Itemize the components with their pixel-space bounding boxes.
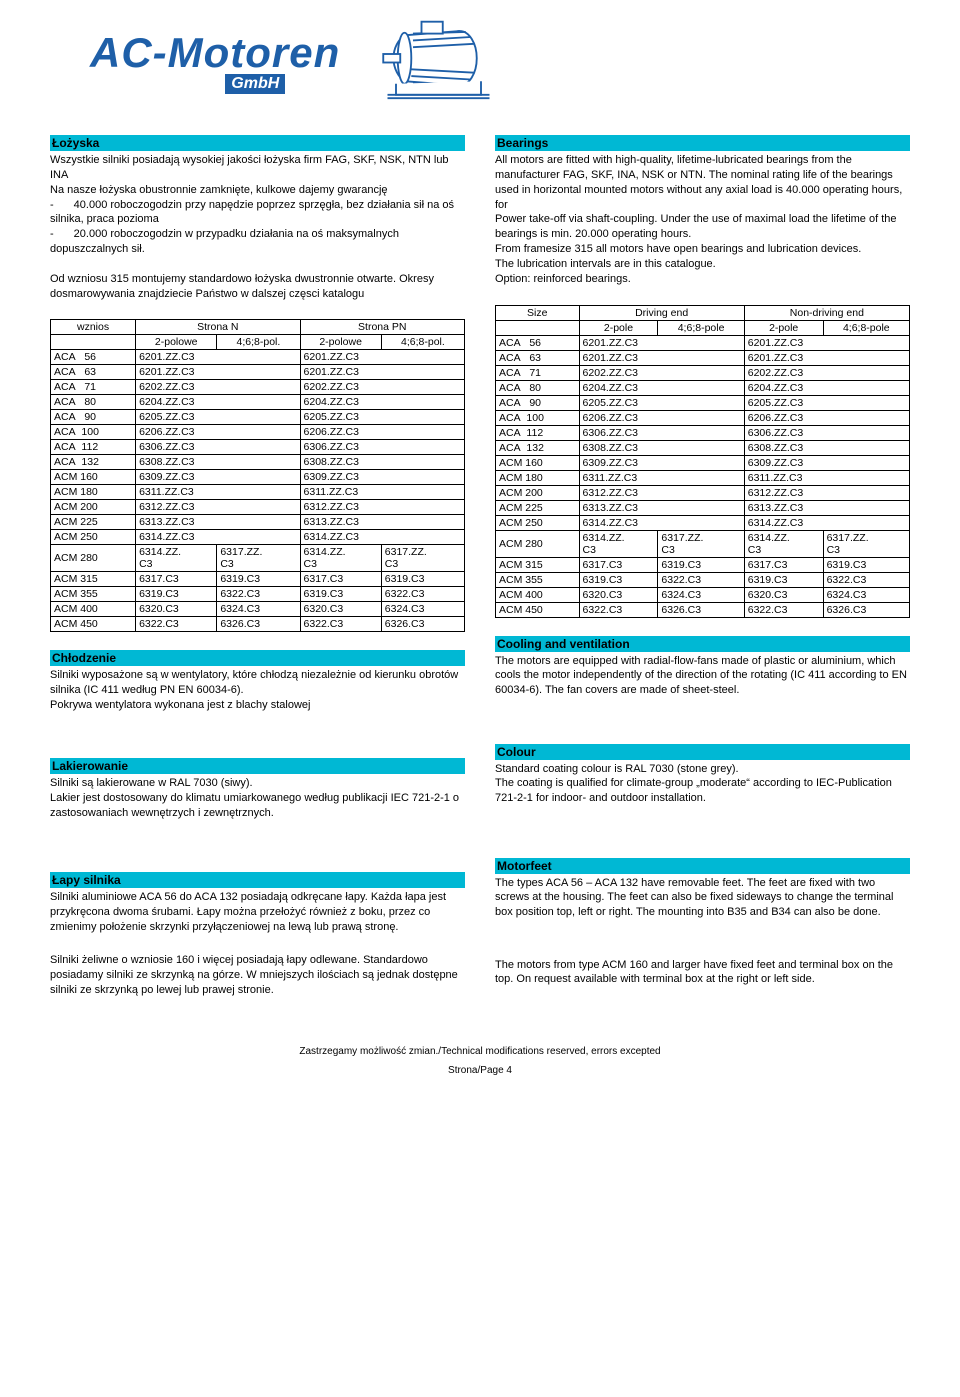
heading-bearings-pl: Łożyska: [50, 135, 465, 151]
table-row: ACA 716202.ZZ.C36202.ZZ.C3: [51, 380, 465, 395]
body-feet2-pl: Silniki żeliwne o wzniosie 160 i więcej …: [50, 953, 465, 998]
table-row: ACM 2256313.ZZ.C36313.ZZ.C3: [496, 500, 910, 515]
table-row: ACA 636201.ZZ.C36201.ZZ.C3: [496, 350, 910, 365]
table-row: ACM 2806314.ZZ.C36317.ZZ.C36314.ZZ.C3631…: [51, 545, 465, 572]
heading-paint-pl: Lakierowanie: [50, 758, 465, 774]
body-feet2-en: The motors from type ACM 160 and larger …: [495, 958, 910, 988]
table-row: ACM 2006312.ZZ.C36312.ZZ.C3: [51, 500, 465, 515]
table-bearings-en: Size Driving end Non-driving end 2-pole …: [495, 305, 910, 618]
table-row: ACM 2806314.ZZ.C36317.ZZ.C36314.ZZ.C3631…: [496, 530, 910, 557]
footer: Zastrzegamy możliwość zmian./Technical m…: [50, 1046, 910, 1076]
motor-icon: [370, 20, 490, 105]
table-row: ACM 1806311.ZZ.C36311.ZZ.C3: [51, 485, 465, 500]
heading-cooling-pl: Chłodzenie: [50, 650, 465, 666]
table-row: ACM 4006320.C36324.C36320.C36324.C3: [496, 587, 910, 602]
heading-feet-pl: Łapy silnika: [50, 872, 465, 888]
body-paint-pl: Silniki są lakierowane w RAL 7030 (siwy)…: [50, 776, 465, 854]
table-row: ACM 4506322.C36326.C36322.C36326.C3: [496, 602, 910, 617]
table-row: ACA 1126306.ZZ.C36306.ZZ.C3: [496, 425, 910, 440]
heading-feet-en: Motorfeet: [495, 858, 910, 874]
table-row: ACA 1326308.ZZ.C36308.ZZ.C3: [51, 455, 465, 470]
table-row: ACM 2506314.ZZ.C36314.ZZ.C3: [496, 515, 910, 530]
table-row: ACM 3556319.C36322.C36319.C36322.C3: [51, 587, 465, 602]
footer-page: Strona/Page 4: [50, 1065, 910, 1076]
table-row: ACA 806204.ZZ.C36204.ZZ.C3: [496, 380, 910, 395]
table-row: ACM 1606309.ZZ.C36309.ZZ.C3: [496, 455, 910, 470]
body-cooling-en: The motors are equipped with radial-flow…: [495, 654, 910, 726]
table-row: ACA 1006206.ZZ.C36206.ZZ.C3: [51, 425, 465, 440]
table-row: ACM 1606309.ZZ.C36309.ZZ.C3: [51, 470, 465, 485]
body-feet-pl: Silniki aluminiowe ACA 56 do ACA 132 pos…: [50, 890, 465, 935]
table-row: ACA 806204.ZZ.C36204.ZZ.C3: [51, 395, 465, 410]
body-paint-en: Standard coating colour is RAL 7030 (sto…: [495, 762, 910, 840]
table-row: ACA 566201.ZZ.C36201.ZZ.C3: [51, 350, 465, 365]
left-column: Łożyska Wszystkie silniki posiadają wyso…: [50, 135, 465, 1016]
header: AC-Motoren GmbH: [50, 20, 910, 105]
table-row: ACM 3156317.C36319.C36317.C36319.C3: [496, 557, 910, 572]
table-row: ACA 716202.ZZ.C36202.ZZ.C3: [496, 365, 910, 380]
table-row: ACM 2256313.ZZ.C36313.ZZ.C3: [51, 515, 465, 530]
table-row: ACA 1006206.ZZ.C36206.ZZ.C3: [496, 410, 910, 425]
heading-cooling-en: Cooling and ventilation: [495, 636, 910, 652]
table-row: ACA 566201.ZZ.C36201.ZZ.C3: [496, 335, 910, 350]
table-row: ACA 636201.ZZ.C36201.ZZ.C3: [51, 365, 465, 380]
logo-sub: GmbH: [225, 74, 285, 94]
th-driving: Strona N: [136, 320, 300, 335]
body-feet-en: The types ACA 56 – ACA 132 have removabl…: [495, 876, 910, 940]
table-row: ACM 4506322.C36326.C36322.C36326.C3: [51, 617, 465, 632]
table-row: ACM 3556319.C36322.C36319.C36322.C3: [496, 572, 910, 587]
table-row: ACA 1326308.ZZ.C36308.ZZ.C3: [496, 440, 910, 455]
body-bearings-en: All motors are fitted with high-quality,…: [495, 153, 910, 287]
body-bearings-pl: Wszystkie silniki posiadają wysokiej jak…: [50, 153, 465, 301]
footer-disclaimer: Zastrzegamy możliwość zmian./Technical m…: [50, 1046, 910, 1057]
table-row: ACA 906205.ZZ.C36205.ZZ.C3: [51, 410, 465, 425]
table-row: ACM 3156317.C36319.C36317.C36319.C3: [51, 572, 465, 587]
table-bearings-pl: wznios Strona N Strona PN 2-polowe 4;6;8…: [50, 319, 465, 632]
table-row: ACM 2506314.ZZ.C36314.ZZ.C3: [51, 530, 465, 545]
right-column: Bearings All motors are fitted with high…: [495, 135, 910, 1016]
heading-paint-en: Colour: [495, 744, 910, 760]
table-row: ACA 1126306.ZZ.C36306.ZZ.C3: [51, 440, 465, 455]
heading-bearings-en: Bearings: [495, 135, 910, 151]
th-nondriving: Strona PN: [300, 320, 464, 335]
logo-main: AC-Motoren: [90, 32, 340, 74]
body-cooling-pl: Silniki wyposażone są w wentylatory, któ…: [50, 668, 465, 740]
th-size: wznios: [51, 320, 136, 335]
logo: AC-Motoren GmbH: [90, 32, 340, 94]
table-row: ACM 2006312.ZZ.C36312.ZZ.C3: [496, 485, 910, 500]
table-row: ACA 906205.ZZ.C36205.ZZ.C3: [496, 395, 910, 410]
table-row: ACM 1806311.ZZ.C36311.ZZ.C3: [496, 470, 910, 485]
table-row: ACM 4006320.C36324.C36320.C36324.C3: [51, 602, 465, 617]
